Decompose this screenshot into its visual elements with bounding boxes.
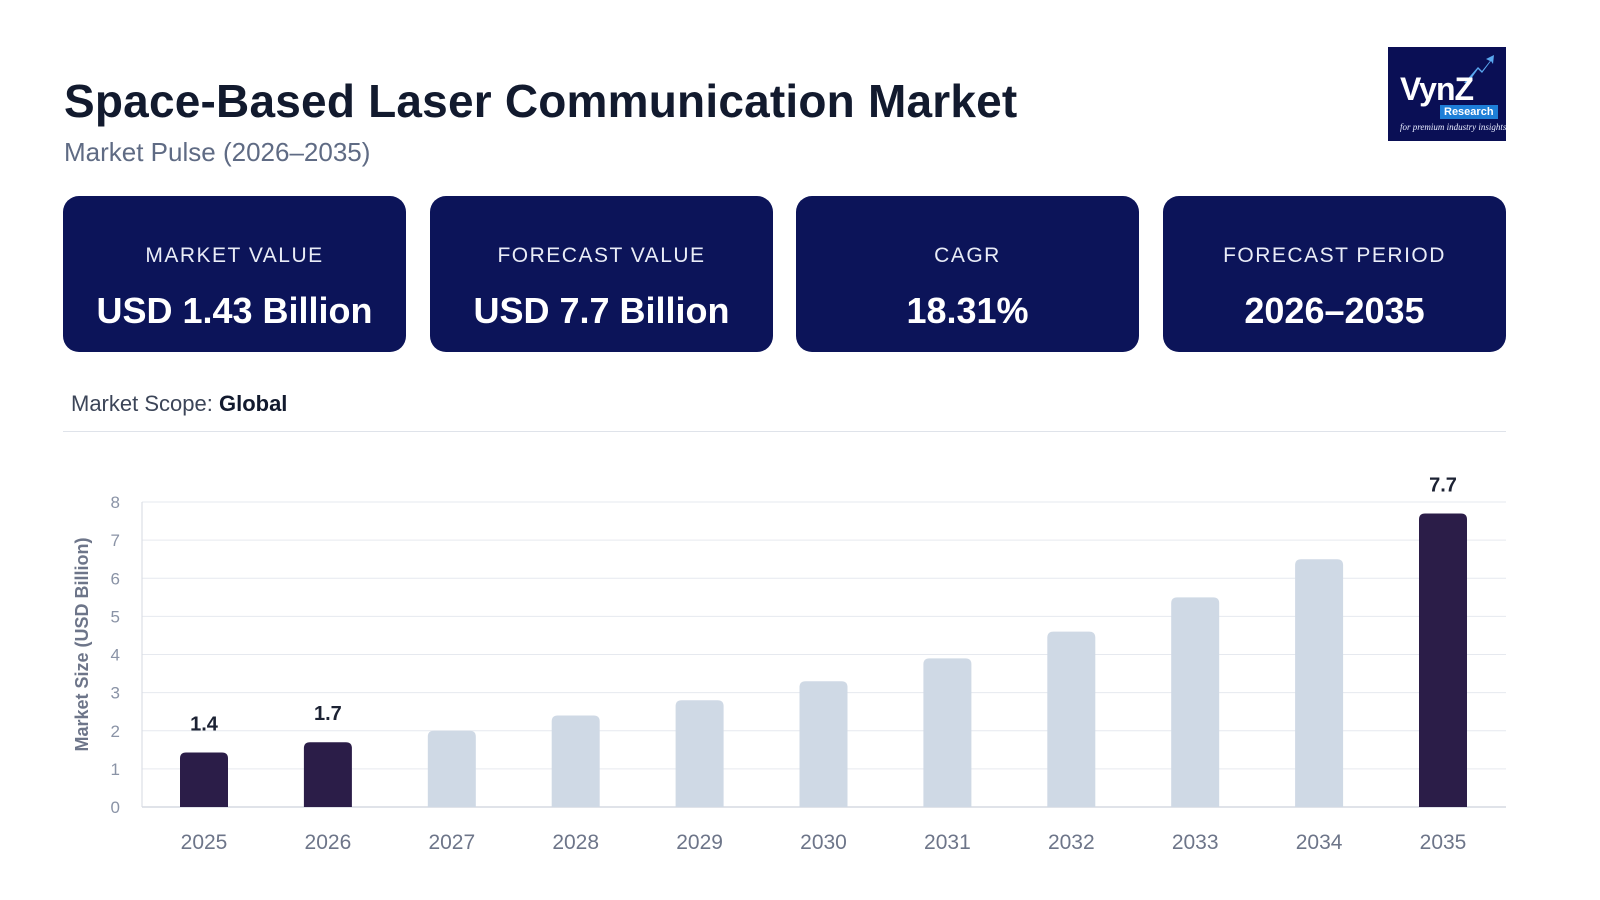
forecast-value-card: FORECAST VALUE USD 7.7 Billion bbox=[430, 196, 773, 352]
bar-2033 bbox=[1171, 597, 1220, 807]
y-tick-label: 0 bbox=[111, 798, 120, 817]
bar-2032 bbox=[1047, 631, 1096, 807]
data-label: 7.7 bbox=[1429, 474, 1457, 496]
x-tick-label: 2032 bbox=[1048, 831, 1095, 854]
y-tick-label: 8 bbox=[111, 493, 120, 512]
data-label: 1.4 bbox=[190, 713, 219, 735]
data-label: 1.7 bbox=[314, 703, 342, 725]
market-scope-label: Market Scope: bbox=[71, 391, 213, 416]
bar-2035 bbox=[1419, 513, 1467, 807]
y-tick-label: 3 bbox=[111, 684, 120, 703]
kpi-cards: MARKET VALUE USD 1.43 Billion FORECAST V… bbox=[63, 196, 1506, 352]
page-subtitle: Market Pulse (2026–2035) bbox=[64, 137, 371, 167]
logo-research-badge: Research bbox=[1440, 105, 1498, 119]
card-value: USD 7.7 Billion bbox=[473, 290, 730, 331]
bar-2034 bbox=[1295, 559, 1344, 807]
bar-2031 bbox=[923, 658, 972, 807]
y-tick-label: 7 bbox=[111, 531, 120, 550]
market-scope: Market Scope: Global bbox=[71, 391, 287, 417]
x-tick-label: 2026 bbox=[305, 831, 352, 854]
card-value: 2026–2035 bbox=[1244, 290, 1425, 331]
y-tick-label: 5 bbox=[111, 607, 120, 626]
bar-2029 bbox=[675, 700, 724, 807]
vynz-research-logo: VynZ Research for premium industry insig… bbox=[1388, 47, 1506, 141]
x-tick-label: 2033 bbox=[1172, 831, 1219, 854]
x-tick-label: 2028 bbox=[552, 831, 599, 854]
y-tick-label: 1 bbox=[111, 760, 120, 779]
card-value: USD 1.43 Billion bbox=[96, 290, 373, 331]
card-label: CAGR bbox=[934, 244, 1001, 267]
x-tick-label: 2031 bbox=[924, 831, 971, 854]
x-tick-label: 2034 bbox=[1296, 831, 1343, 854]
rising-arrow-icon bbox=[1464, 55, 1494, 83]
y-tick-label: 2 bbox=[111, 722, 120, 741]
bar-2028 bbox=[551, 715, 600, 807]
card-label: FORECAST PERIOD bbox=[1223, 244, 1446, 267]
x-tick-label: 2025 bbox=[181, 831, 228, 854]
logo-brand: VynZ bbox=[1400, 71, 1474, 107]
forecast-period-card: FORECAST PERIOD 2026–2035 bbox=[1163, 196, 1506, 352]
x-tick-label: 2027 bbox=[428, 831, 475, 854]
card-label: FORECAST VALUE bbox=[497, 244, 706, 267]
market-size-bar-chart: 0 1 2 3 4 5 6 7 8 Market Size (USD Billion) 2025 1.… bbox=[72, 474, 1506, 854]
y-tick-label: 6 bbox=[111, 569, 120, 588]
page-title: Space-Based Laser Communication Market bbox=[64, 75, 1018, 127]
card-value: 18.31% bbox=[906, 290, 1029, 331]
card-label: MARKET VALUE bbox=[145, 244, 324, 267]
bar-2030 bbox=[799, 681, 848, 807]
bar-2025 bbox=[180, 752, 228, 807]
cagr-card: CAGR 18.31% bbox=[796, 196, 1139, 352]
bar-2027 bbox=[427, 730, 476, 807]
x-tick-label: 2035 bbox=[1420, 831, 1467, 854]
bar-2026 bbox=[303, 742, 352, 807]
x-tick-label: 2030 bbox=[800, 831, 847, 854]
market-scope-value: Global bbox=[218, 391, 288, 416]
section-divider bbox=[63, 431, 1506, 432]
y-tick-label: 4 bbox=[111, 646, 120, 665]
x-tick-label: 2029 bbox=[676, 831, 723, 854]
logo-tagline: for premium industry insights bbox=[1400, 122, 1507, 132]
market-value-card: MARKET VALUE USD 1.43 Billion bbox=[63, 196, 406, 352]
y-axis-label: Market Size (USD Billion) bbox=[72, 537, 92, 751]
